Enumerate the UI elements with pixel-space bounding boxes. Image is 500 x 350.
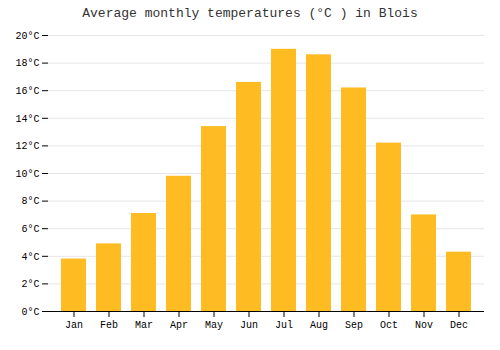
svg-text:Apr: Apr xyxy=(170,320,188,331)
svg-text:14°C: 14°C xyxy=(15,114,39,125)
svg-text:Jul: Jul xyxy=(275,320,293,331)
svg-text:May: May xyxy=(205,320,223,331)
svg-text:20°C: 20°C xyxy=(15,31,39,42)
svg-text:Mar: Mar xyxy=(135,320,153,331)
svg-text:2°C: 2°C xyxy=(21,279,39,290)
svg-text:12°C: 12°C xyxy=(15,141,39,152)
svg-text:0°C: 0°C xyxy=(21,307,39,318)
svg-text:Jun: Jun xyxy=(240,320,258,331)
svg-text:Sep: Sep xyxy=(345,320,363,331)
svg-text:Jan: Jan xyxy=(65,320,83,331)
svg-text:4°C: 4°C xyxy=(21,252,39,263)
html-text:Average monthly temperatures (: Average monthly temperatures (°C ) in Bl… xyxy=(82,6,418,21)
svg-text:Nov: Nov xyxy=(415,320,433,331)
svg-text:Feb: Feb xyxy=(100,320,118,331)
svg-text:Oct: Oct xyxy=(380,320,398,331)
svg-text:8°C: 8°C xyxy=(21,196,39,207)
svg-text:6°C: 6°C xyxy=(21,224,39,235)
svg-text:18°C: 18°C xyxy=(15,58,39,69)
svg-text:Aug: Aug xyxy=(310,320,328,331)
svg-text:16°C: 16°C xyxy=(15,86,39,97)
svg-text:Dec: Dec xyxy=(450,320,468,331)
svg-text:10°C: 10°C xyxy=(15,169,39,180)
